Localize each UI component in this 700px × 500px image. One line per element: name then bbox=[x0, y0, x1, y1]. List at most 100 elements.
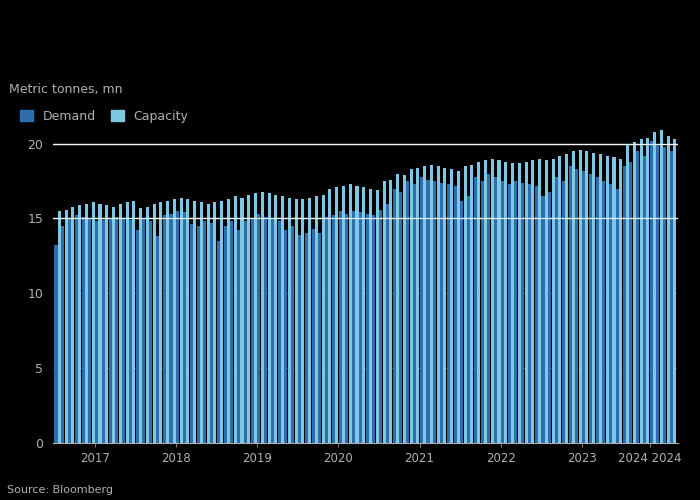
Bar bbox=[369, 188, 372, 443]
Bar bbox=[230, 222, 233, 443]
Bar bbox=[589, 174, 591, 443]
Bar bbox=[433, 181, 436, 443]
Bar bbox=[342, 186, 345, 443]
Bar bbox=[298, 235, 301, 443]
Bar bbox=[457, 170, 460, 443]
Bar bbox=[267, 193, 271, 443]
Bar bbox=[166, 200, 169, 443]
Bar bbox=[443, 168, 447, 443]
Bar bbox=[620, 158, 622, 443]
Bar bbox=[119, 204, 122, 443]
Bar bbox=[160, 202, 162, 443]
Bar bbox=[365, 214, 369, 443]
Bar bbox=[555, 176, 558, 443]
Bar bbox=[318, 234, 321, 443]
Bar bbox=[227, 199, 230, 443]
Bar bbox=[386, 204, 389, 443]
Text: Source: Bloomberg: Source: Bloomberg bbox=[7, 485, 113, 495]
Bar bbox=[251, 218, 253, 443]
Bar bbox=[349, 184, 351, 443]
Bar bbox=[504, 162, 508, 443]
Bar bbox=[345, 214, 349, 443]
Bar bbox=[92, 202, 94, 443]
Bar bbox=[304, 234, 308, 443]
Bar bbox=[186, 199, 190, 443]
Bar bbox=[663, 146, 666, 443]
Bar bbox=[261, 192, 264, 443]
Bar bbox=[210, 223, 213, 443]
Bar bbox=[58, 211, 61, 443]
Bar bbox=[362, 187, 365, 443]
Bar bbox=[132, 200, 135, 443]
Bar bbox=[592, 152, 595, 443]
Bar bbox=[616, 188, 619, 443]
Bar bbox=[281, 196, 284, 443]
Bar bbox=[312, 229, 314, 443]
Bar bbox=[629, 162, 632, 443]
Bar bbox=[494, 176, 497, 443]
Bar bbox=[308, 198, 312, 443]
Bar bbox=[55, 246, 57, 443]
Bar bbox=[234, 196, 237, 443]
Bar bbox=[622, 166, 626, 443]
Bar bbox=[423, 166, 426, 443]
Bar bbox=[95, 222, 98, 443]
Bar bbox=[393, 188, 395, 443]
Bar bbox=[71, 206, 74, 443]
Bar bbox=[552, 158, 554, 443]
Bar bbox=[402, 175, 406, 443]
Bar bbox=[78, 205, 81, 443]
Bar bbox=[162, 216, 166, 443]
Bar bbox=[278, 222, 281, 443]
Bar bbox=[200, 202, 203, 443]
Bar bbox=[264, 217, 267, 443]
Bar bbox=[673, 139, 676, 443]
Bar bbox=[62, 226, 64, 443]
Bar bbox=[108, 218, 111, 443]
Bar bbox=[511, 163, 514, 443]
Bar bbox=[291, 226, 294, 443]
Bar bbox=[522, 182, 524, 443]
Bar bbox=[545, 160, 548, 443]
Bar bbox=[302, 199, 304, 443]
Bar bbox=[247, 194, 251, 443]
Bar bbox=[190, 224, 193, 443]
Bar bbox=[241, 198, 244, 443]
Bar bbox=[125, 202, 129, 443]
Bar bbox=[153, 204, 155, 443]
Bar bbox=[636, 151, 639, 443]
Bar bbox=[582, 170, 585, 443]
Bar bbox=[524, 162, 528, 443]
Bar bbox=[382, 181, 386, 443]
Bar bbox=[572, 151, 575, 443]
Bar bbox=[85, 204, 88, 443]
Bar bbox=[538, 158, 541, 443]
Bar bbox=[169, 214, 172, 443]
Bar bbox=[609, 184, 612, 443]
Bar bbox=[548, 192, 552, 443]
Bar bbox=[359, 212, 362, 443]
Bar bbox=[481, 181, 484, 443]
Bar bbox=[271, 218, 274, 443]
Bar bbox=[237, 230, 240, 443]
Bar bbox=[568, 166, 572, 443]
Bar bbox=[470, 164, 473, 443]
Bar bbox=[129, 220, 132, 443]
Bar bbox=[139, 208, 142, 443]
Bar bbox=[491, 158, 494, 443]
Bar bbox=[599, 154, 602, 443]
Bar bbox=[416, 168, 419, 443]
Bar bbox=[339, 211, 342, 443]
Bar bbox=[410, 169, 412, 443]
Bar bbox=[88, 218, 92, 443]
Bar bbox=[585, 151, 589, 443]
Bar bbox=[531, 160, 534, 443]
Bar bbox=[332, 216, 335, 443]
Bar bbox=[258, 214, 260, 443]
Bar bbox=[463, 166, 467, 443]
Bar bbox=[653, 132, 656, 443]
Bar bbox=[112, 206, 115, 443]
Bar bbox=[105, 205, 108, 443]
Bar bbox=[284, 230, 288, 443]
Bar bbox=[295, 199, 298, 443]
